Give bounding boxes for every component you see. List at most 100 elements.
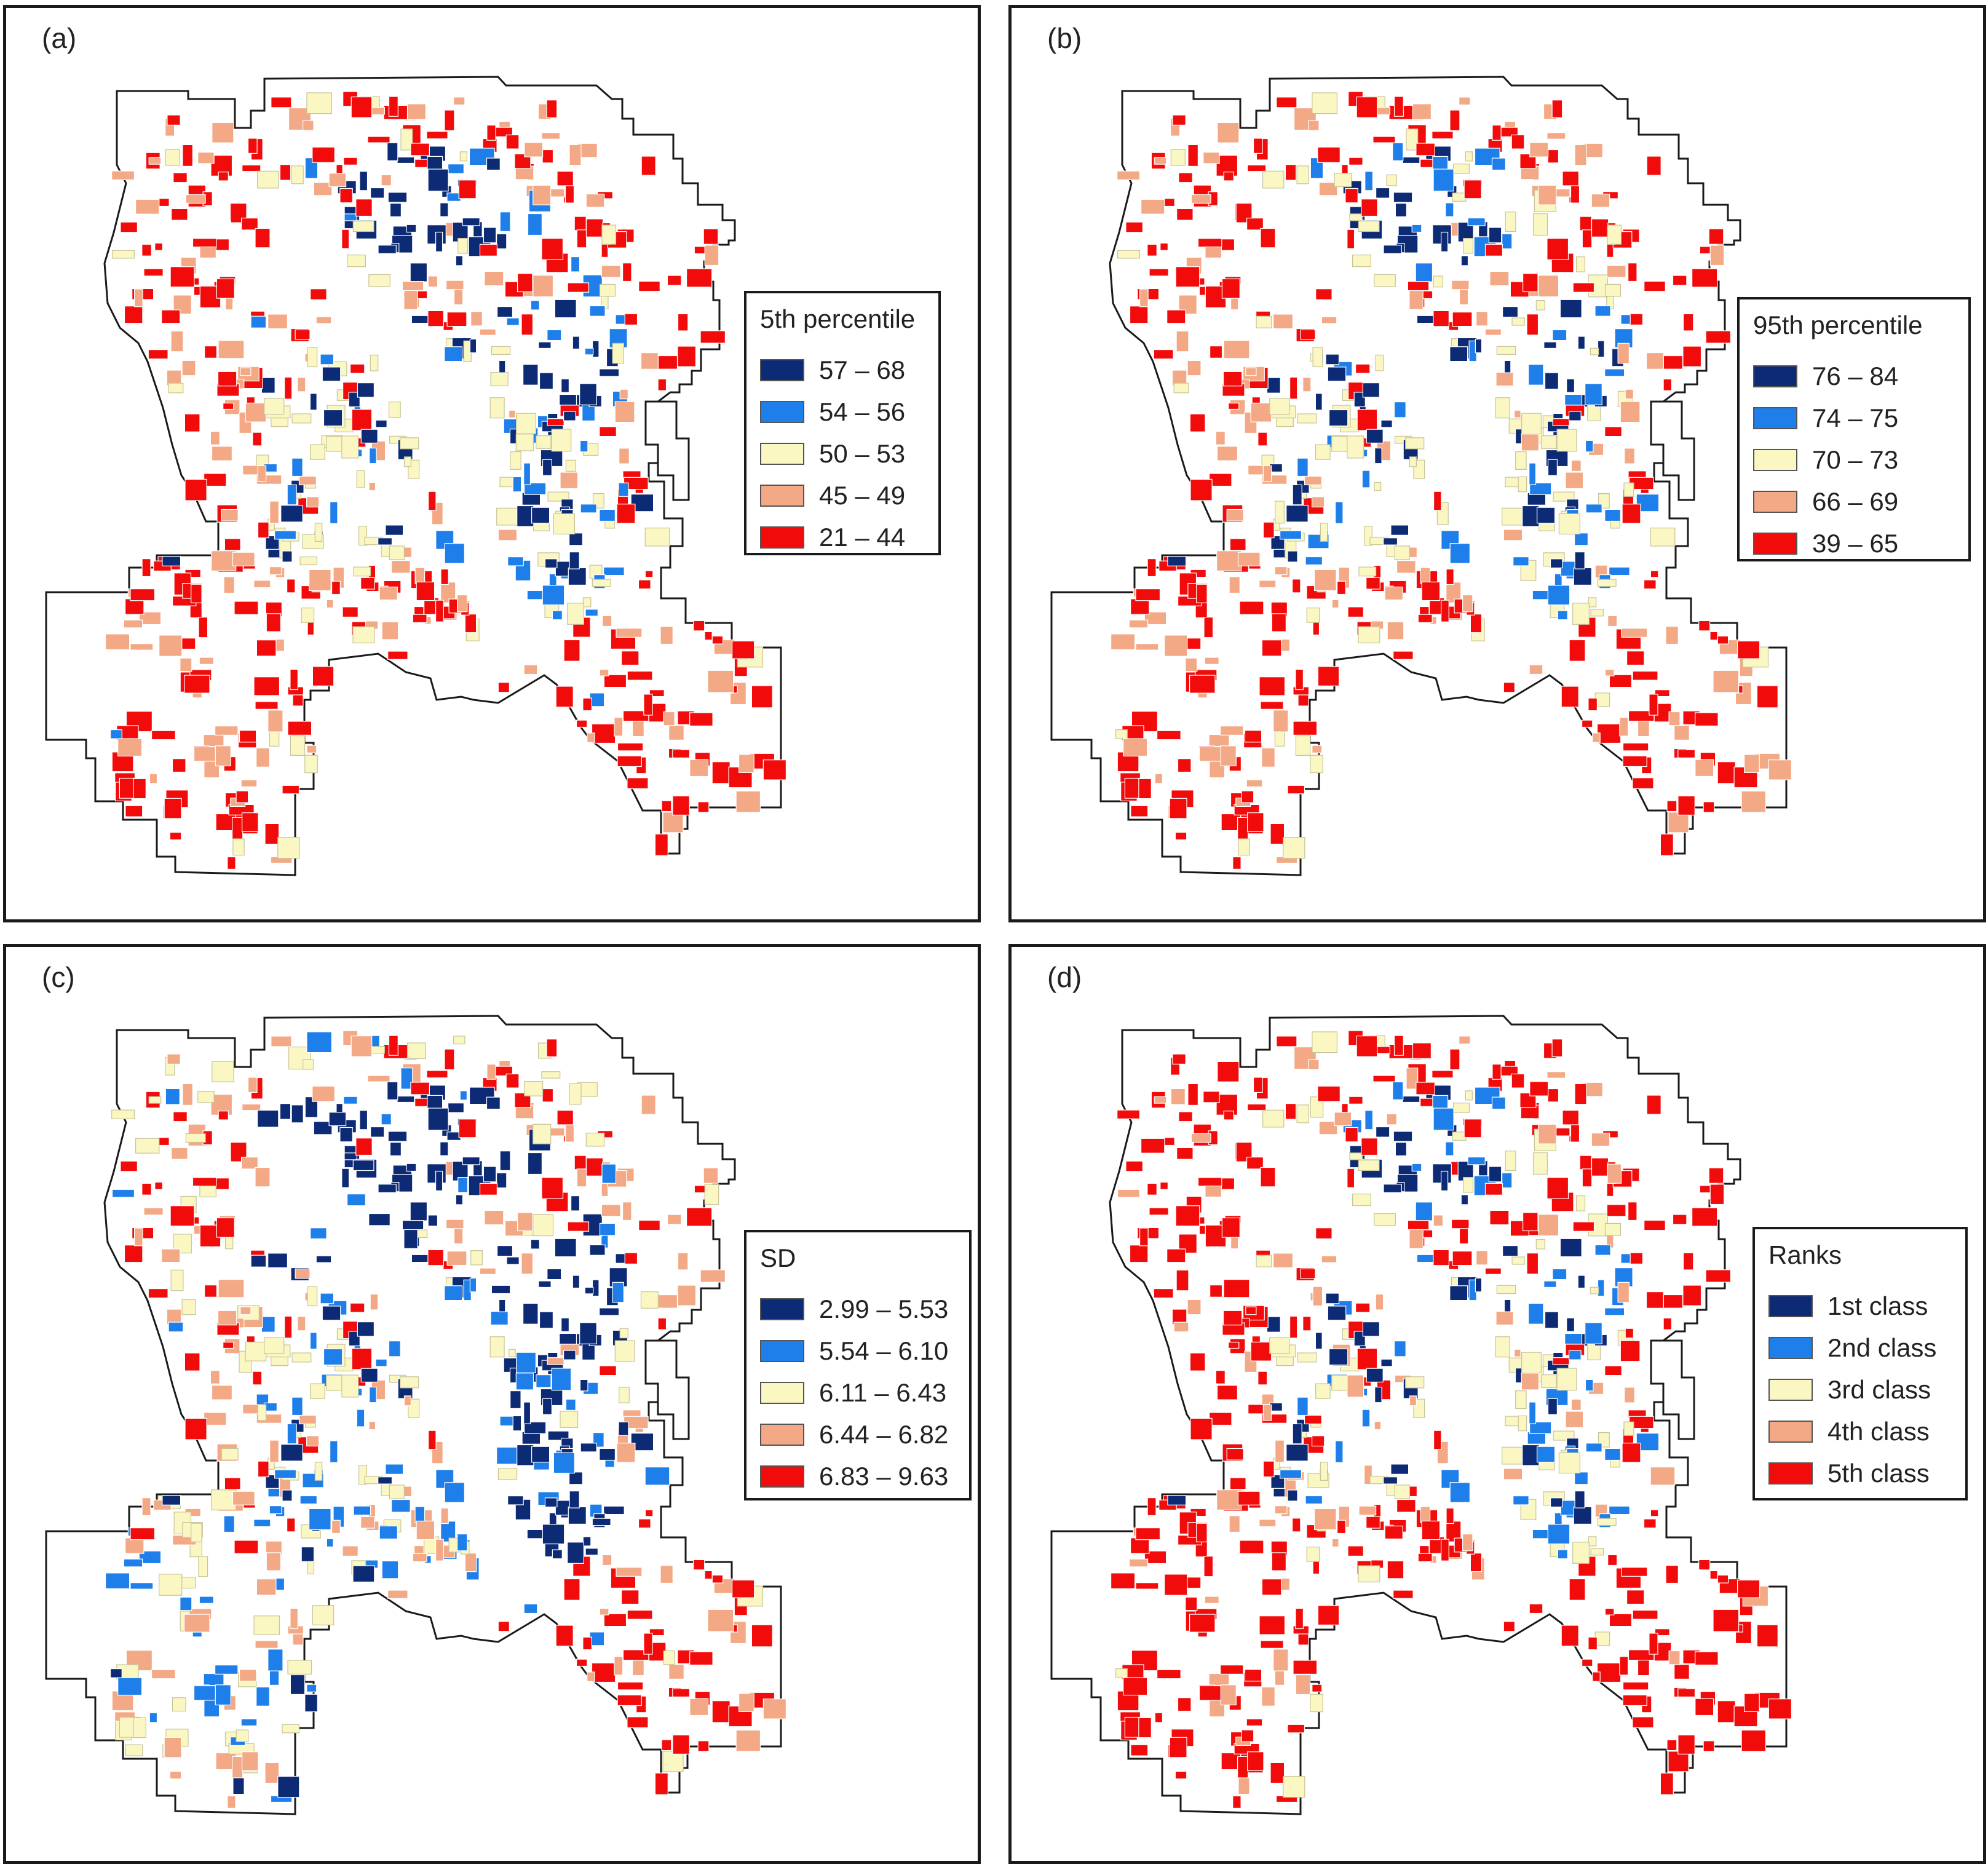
parcel-class-2 <box>1547 585 1570 606</box>
parcel-class-4 <box>368 1421 376 1430</box>
parcel-class-2 <box>344 213 357 221</box>
parcel-class-4 <box>1246 779 1263 787</box>
parcel-class-4 <box>486 1063 496 1080</box>
parcel-class-5 <box>1708 228 1724 245</box>
parcel-class-1 <box>498 1299 506 1312</box>
parcel-class-2 <box>385 1464 404 1475</box>
parcel-class-4 <box>689 759 709 777</box>
parcel-class-5 <box>234 1540 259 1554</box>
parcel-class-2 <box>199 1596 214 1604</box>
parcel-class-3 <box>1607 224 1622 245</box>
parcel-class-5 <box>649 1628 665 1636</box>
parcel-class-5 <box>257 1461 269 1478</box>
parcel-class-4 <box>182 1083 193 1106</box>
parcel-class-2 <box>1449 543 1471 564</box>
parcel-class-5 <box>1189 1614 1216 1633</box>
parcel-class-3 <box>1575 256 1586 272</box>
parcel-class-1 <box>370 1126 385 1138</box>
legend-swatch <box>1768 1379 1813 1401</box>
parcel-class-3 <box>704 1184 719 1205</box>
parcel-class-5 <box>514 153 531 169</box>
parcel-class-5 <box>1622 1443 1641 1463</box>
parcel-class-5 <box>204 1284 218 1298</box>
legend-item: 50 – 53 <box>760 438 905 469</box>
legend-label: 66 – 69 <box>1812 487 1899 516</box>
parcel-class-3 <box>1310 1096 1324 1118</box>
parcel-class-3 <box>400 129 413 151</box>
parcel-class-3 <box>111 250 135 259</box>
parcel-class-5 <box>1666 800 1677 812</box>
parcel-class-4 <box>387 1590 408 1599</box>
parcel-class-3 <box>1374 482 1382 491</box>
parcel-class-4 <box>403 1395 411 1406</box>
parcel-class-2 <box>584 347 594 355</box>
parcel-class-4 <box>533 275 554 298</box>
parcel-class-2 <box>1547 1524 1570 1545</box>
parcel-class-1 <box>1568 411 1582 421</box>
parcel-class-2 <box>552 610 563 620</box>
parcel-class-5 <box>1177 758 1192 773</box>
parcel-class-5 <box>1596 723 1622 744</box>
parcel-class-5 <box>1484 1267 1502 1275</box>
parcel-class-5 <box>1622 504 1641 524</box>
parcel-class-4 <box>269 566 282 576</box>
parcel-class-4 <box>453 97 465 106</box>
parcel-class-1 <box>1393 192 1413 203</box>
parcel-class-1 <box>542 1524 565 1545</box>
parcel-class-2 <box>1392 1081 1404 1100</box>
parcel-class-4 <box>1203 152 1220 164</box>
parcel-class-3 <box>1623 482 1634 497</box>
map-panel-d: (d) Ranks 1st class 2nd class 3rd class … <box>1008 944 1986 1864</box>
parcel-class-2 <box>375 1358 387 1367</box>
parcel-class-5 <box>242 812 259 832</box>
parcel-class-5 <box>731 1579 755 1598</box>
parcel-class-5 <box>217 371 237 387</box>
parcel-class-5 <box>1178 172 1193 183</box>
parcel-class-5 <box>1271 613 1286 632</box>
parcel-class-5 <box>1470 1552 1483 1572</box>
parcel-class-5 <box>1677 795 1695 816</box>
parcel-class-1 <box>542 459 552 476</box>
parcel-class-3 <box>304 755 318 774</box>
parcel-class-5 <box>1356 409 1378 431</box>
parcel-class-5 <box>1446 1521 1462 1542</box>
parcel-class-5 <box>672 795 690 816</box>
parcel-class-5 <box>192 238 217 248</box>
parcel-class-1 <box>1390 1464 1409 1475</box>
parcel-class-5 <box>546 1039 558 1057</box>
parcel-class-1 <box>322 367 341 382</box>
parcel-class-1 <box>313 1121 333 1135</box>
parcel-class-5 <box>388 96 398 117</box>
parcel-class-3 <box>1334 173 1352 188</box>
parcel-class-2 <box>379 1525 398 1540</box>
parcel-class-5 <box>1654 1628 1670 1636</box>
parcel-class-1 <box>378 1184 397 1193</box>
parcel-class-4 <box>1144 611 1167 625</box>
parcel-class-1 <box>1383 1477 1398 1484</box>
parcel-class-4 <box>1591 193 1610 208</box>
parcel-class-4 <box>255 1167 271 1187</box>
parcel-class-5 <box>1484 244 1503 256</box>
parcel-class-5 <box>1440 600 1449 622</box>
parcel-class-5 <box>1440 1539 1449 1561</box>
parcel-class-3 <box>1465 151 1473 162</box>
parcel-class-4 <box>1546 132 1566 140</box>
parcel-class-4 <box>1229 1515 1240 1533</box>
parcel-class-4 <box>1619 717 1629 737</box>
parcel-class-5 <box>1355 363 1371 374</box>
parcel-class-5 <box>339 188 353 204</box>
parcel-class-2 <box>1361 1409 1371 1427</box>
parcel-class-5 <box>627 1716 649 1729</box>
parcel-class-4 <box>1387 621 1404 640</box>
parcel-class-1 <box>580 1443 597 1453</box>
parcel-class-3 <box>1511 317 1525 326</box>
parcel-class-3 <box>1597 579 1617 587</box>
legend-label: 1st class <box>1828 1291 1928 1320</box>
parcel-class-4 <box>257 465 267 482</box>
parcel-class-4 <box>141 1497 151 1516</box>
parcel-class-5 <box>711 635 724 644</box>
parcel-class-5 <box>686 1207 713 1227</box>
parcel-class-5 <box>204 473 227 487</box>
parcel-class-5 <box>1347 229 1355 249</box>
parcel-class-2 <box>1527 363 1544 386</box>
